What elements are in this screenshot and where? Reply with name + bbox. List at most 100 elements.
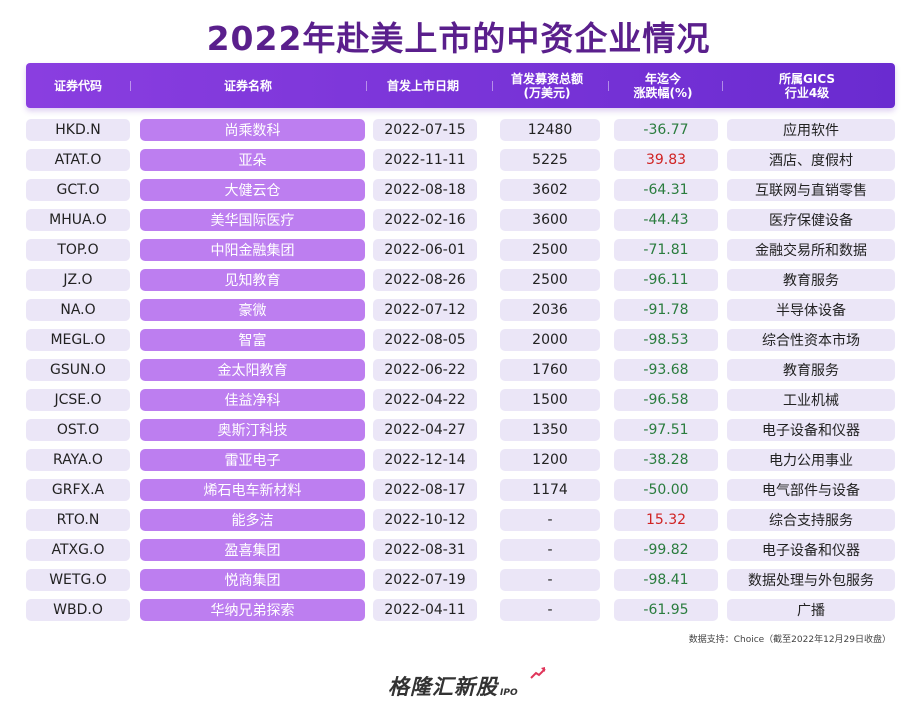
cell-raise: 5225: [500, 149, 600, 171]
cell-change: -98.53: [614, 329, 718, 351]
cell-raise: 1760: [500, 359, 600, 381]
cell-code: NA.O: [26, 299, 130, 321]
header-raise: 首发募资总额 (万美元): [510, 71, 583, 100]
cell-name: 智富: [140, 329, 365, 351]
cell-name: 佳益净科: [140, 389, 365, 411]
table-row: ATXG.O 盈喜集团 2022-08-31 - -99.82 电子设备和仪器: [0, 539, 917, 561]
cell-change: -38.28: [614, 449, 718, 471]
cell-change: 15.32: [614, 509, 718, 531]
cell-code: ATAT.O: [26, 149, 130, 171]
table-row: GSUN.O 金太阳教育 2022-06-22 1760 -93.68 教育服务: [0, 359, 917, 381]
cell-date: 2022-06-22: [373, 359, 477, 381]
cell-name: 豪微: [140, 299, 365, 321]
table-row: NA.O 豪微 2022-07-12 2036 -91.78 半导体设备: [0, 299, 917, 321]
table-row: JCSE.O 佳益净科 2022-04-22 1500 -96.58 工业机械: [0, 389, 917, 411]
logo-ipo: IPO: [500, 688, 518, 698]
table-row: OST.O 奥斯汀科技 2022-04-27 1350 -97.51 电子设备和仪器: [0, 419, 917, 441]
cell-date: 2022-02-16: [373, 209, 477, 231]
cell-industry: 互联网与直销零售: [727, 179, 895, 201]
cell-change: -99.82: [614, 539, 718, 561]
cell-name: 美华国际医疗: [140, 209, 365, 231]
cell-raise: -: [500, 509, 600, 531]
cell-industry: 电子设备和仪器: [727, 419, 895, 441]
cell-raise: 2500: [500, 269, 600, 291]
cell-date: 2022-11-11: [373, 149, 477, 171]
cell-name: 尚乘数科: [140, 119, 365, 141]
cell-date: 2022-04-27: [373, 419, 477, 441]
cell-raise: 1174: [500, 479, 600, 501]
cell-name: 雷亚电子: [140, 449, 365, 471]
header-change: 年迄今 涨跌幅(%): [633, 71, 693, 100]
data-source-note: 数据支持：Choice（截至2022年12月29日收盘）: [688, 635, 891, 645]
cell-change: -36.77: [614, 119, 718, 141]
cell-date: 2022-08-18: [373, 179, 477, 201]
cell-industry: 医疗保健设备: [727, 209, 895, 231]
cell-name: 烯石电车新材料: [140, 479, 365, 501]
cell-name: 盈喜集团: [140, 539, 365, 561]
cell-name: 中阳金融集团: [140, 239, 365, 261]
cell-date: 2022-08-17: [373, 479, 477, 501]
cell-date: 2022-12-14: [373, 449, 477, 471]
table-row: GCT.O 大健云仓 2022-08-18 3602 -64.31 互联网与直销零售: [0, 179, 917, 201]
cell-raise: -: [500, 569, 600, 591]
cell-name: 华纳兄弟探索: [140, 599, 365, 621]
cell-industry: 金融交易所和数据: [727, 239, 895, 261]
cell-date: 2022-07-12: [373, 299, 477, 321]
cell-change: -44.43: [614, 209, 718, 231]
cell-code: GCT.O: [26, 179, 130, 201]
cell-industry: 电子设备和仪器: [727, 539, 895, 561]
header-industry: 所属GICS 行业4级: [779, 71, 835, 100]
cell-raise: 12480: [500, 119, 600, 141]
cell-raise: 2036: [500, 299, 600, 321]
cell-name: 见知教育: [140, 269, 365, 291]
cell-name: 奥斯汀科技: [140, 419, 365, 441]
cell-code: JZ.O: [26, 269, 130, 291]
cell-name: 悦商集团: [140, 569, 365, 591]
cell-date: 2022-04-11: [373, 599, 477, 621]
cell-industry: 综合性资本市场: [727, 329, 895, 351]
cell-name: 金太阳教育: [140, 359, 365, 381]
cell-change: -93.68: [614, 359, 718, 381]
cell-raise: 3602: [500, 179, 600, 201]
cell-code: MEGL.O: [26, 329, 130, 351]
header-name: 证券名称: [223, 78, 272, 93]
table-row: MEGL.O 智富 2022-08-05 2000 -98.53 综合性资本市场: [0, 329, 917, 351]
cell-industry: 酒店、度假村: [727, 149, 895, 171]
cell-date: 2022-10-12: [373, 509, 477, 531]
cell-code: ATXG.O: [26, 539, 130, 561]
cell-raise: 1200: [500, 449, 600, 471]
cell-industry: 教育服务: [727, 269, 895, 291]
cell-code: GSUN.O: [26, 359, 130, 381]
cell-change: -91.78: [614, 299, 718, 321]
page-title: 2022年赴美上市的中资企业情况: [206, 19, 711, 58]
cell-code: JCSE.O: [26, 389, 130, 411]
cell-change: -98.41: [614, 569, 718, 591]
cell-name: 能多洁: [140, 509, 365, 531]
cell-change: -50.00: [614, 479, 718, 501]
cell-raise: -: [500, 539, 600, 561]
cell-raise: 3600: [500, 209, 600, 231]
cell-name: 大健云仓: [140, 179, 365, 201]
table-row: JZ.O 见知教育 2022-08-26 2500 -96.11 教育服务: [0, 269, 917, 291]
header-code: 证券代码: [53, 78, 102, 93]
cell-change: -71.81: [614, 239, 718, 261]
cell-change: -96.58: [614, 389, 718, 411]
brand-logo: 格隆汇新股 IPO: [388, 665, 546, 701]
table-row: ATAT.O 亚朵 2022-11-11 5225 39.83 酒店、度假村: [0, 149, 917, 171]
cell-industry: 工业机械: [727, 389, 895, 411]
cell-raise: 2000: [500, 329, 600, 351]
cell-raise: -: [500, 599, 600, 621]
cell-industry: 教育服务: [727, 359, 895, 381]
cell-code: OST.O: [26, 419, 130, 441]
cell-code: GRFX.A: [26, 479, 130, 501]
cell-date: 2022-08-31: [373, 539, 477, 561]
header-date: 首发上市日期: [386, 78, 459, 93]
cell-change: 39.83: [614, 149, 718, 171]
cell-change: -97.51: [614, 419, 718, 441]
cell-industry: 数据处理与外包服务: [727, 569, 895, 591]
cell-date: 2022-08-05: [373, 329, 477, 351]
table-row: RTO.N 能多洁 2022-10-12 -15.32 综合支持服务: [0, 509, 917, 531]
table-row: WBD.O 华纳兄弟探索 2022-04-11 - -61.95 广播: [0, 599, 917, 621]
cell-raise: 2500: [500, 239, 600, 261]
cell-industry: 半导体设备: [727, 299, 895, 321]
